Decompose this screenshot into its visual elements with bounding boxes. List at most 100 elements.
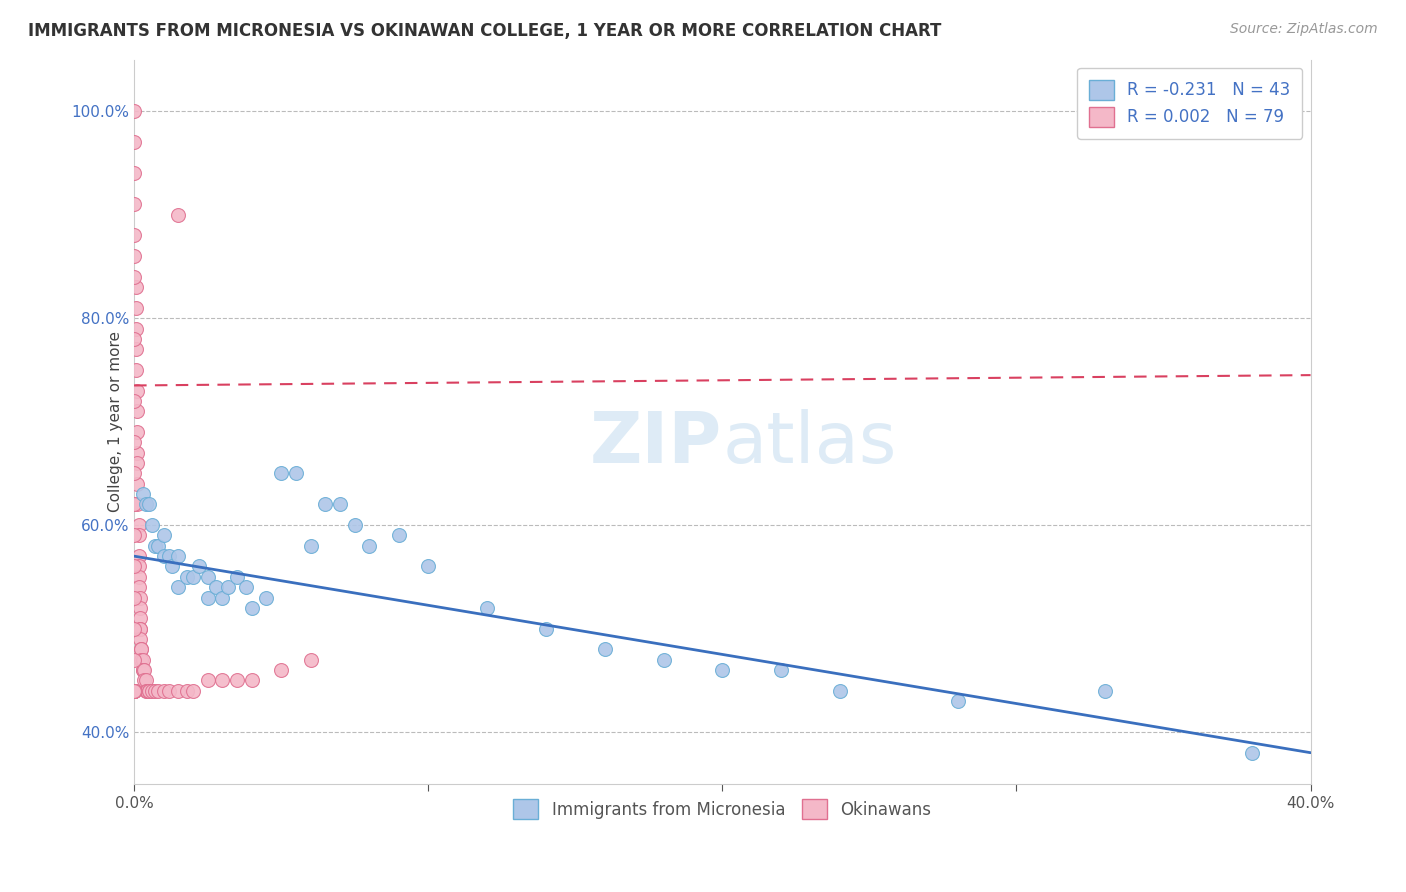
Point	[131, 642, 153, 657]
Point	[134, 673, 156, 688]
Point	[122, 683, 145, 698]
Point	[129, 632, 152, 646]
Point	[124, 321, 146, 335]
Point	[146, 539, 169, 553]
Point	[122, 652, 145, 666]
Point	[122, 197, 145, 211]
Point	[131, 652, 153, 666]
Point	[122, 559, 145, 574]
Point	[152, 683, 174, 698]
Point	[122, 683, 145, 698]
Point	[143, 683, 166, 698]
Point	[129, 622, 152, 636]
Point	[418, 559, 440, 574]
Point	[299, 539, 322, 553]
Point	[167, 580, 190, 594]
Point	[135, 673, 157, 688]
Point	[157, 683, 180, 698]
Point	[181, 683, 204, 698]
Legend: Immigrants from Micronesia, Okinawans: Immigrants from Micronesia, Okinawans	[506, 792, 938, 826]
Point	[240, 600, 263, 615]
Point	[125, 476, 148, 491]
Point	[122, 467, 145, 481]
Point	[235, 580, 257, 594]
Point	[129, 591, 152, 605]
Point	[226, 673, 249, 688]
Point	[122, 332, 145, 346]
Point	[256, 591, 278, 605]
Point	[141, 683, 163, 698]
Point	[135, 683, 157, 698]
Point	[132, 487, 155, 501]
Point	[131, 642, 153, 657]
Point	[135, 497, 157, 511]
Point	[138, 683, 160, 698]
Point	[122, 528, 145, 542]
Point	[122, 435, 145, 450]
Point	[314, 497, 336, 511]
Point	[122, 394, 145, 409]
Point	[197, 673, 219, 688]
Point	[122, 683, 145, 698]
Point	[770, 663, 793, 677]
Point	[946, 694, 969, 708]
Point	[125, 425, 148, 439]
Point	[122, 104, 145, 119]
Point	[187, 559, 209, 574]
Point	[132, 663, 155, 677]
Point	[122, 683, 145, 698]
Point	[270, 663, 292, 677]
Point	[125, 404, 148, 418]
Point	[167, 683, 190, 698]
Point	[359, 539, 381, 553]
Point	[197, 591, 219, 605]
Point	[217, 580, 239, 594]
Point	[138, 497, 160, 511]
Point	[124, 363, 146, 377]
Point	[146, 683, 169, 698]
Point	[125, 497, 148, 511]
Text: Source: ZipAtlas.com: Source: ZipAtlas.com	[1230, 22, 1378, 37]
Point	[152, 549, 174, 563]
Point	[240, 673, 263, 688]
Y-axis label: College, 1 year or more: College, 1 year or more	[108, 331, 122, 512]
Point	[475, 600, 498, 615]
Point	[122, 497, 145, 511]
Point	[129, 622, 152, 636]
Point	[329, 497, 352, 511]
Point	[343, 518, 366, 533]
Point	[122, 622, 145, 636]
Point	[711, 663, 734, 677]
Point	[122, 683, 145, 698]
Point	[125, 384, 148, 398]
Point	[270, 467, 292, 481]
Point	[652, 652, 675, 666]
Point	[124, 343, 146, 357]
Point	[828, 683, 851, 698]
Point	[132, 663, 155, 677]
Point	[128, 518, 150, 533]
Point	[593, 642, 616, 657]
Point	[128, 580, 150, 594]
Point	[176, 683, 198, 698]
Point	[128, 549, 150, 563]
Point	[122, 136, 145, 150]
Point	[211, 673, 233, 688]
Point	[122, 683, 145, 698]
Point	[176, 570, 198, 584]
Point	[141, 518, 163, 533]
Point	[136, 683, 159, 698]
Point	[125, 456, 148, 470]
Point	[122, 591, 145, 605]
Point	[167, 549, 190, 563]
Point	[138, 683, 160, 698]
Point	[122, 228, 145, 243]
Point	[388, 528, 411, 542]
Point	[124, 280, 146, 294]
Text: atlas: atlas	[723, 409, 897, 478]
Point	[134, 663, 156, 677]
Point	[122, 269, 145, 284]
Text: ZIP: ZIP	[591, 409, 723, 478]
Text: IMMIGRANTS FROM MICRONESIA VS OKINAWAN COLLEGE, 1 YEAR OR MORE CORRELATION CHART: IMMIGRANTS FROM MICRONESIA VS OKINAWAN C…	[28, 22, 942, 40]
Point	[1094, 683, 1116, 698]
